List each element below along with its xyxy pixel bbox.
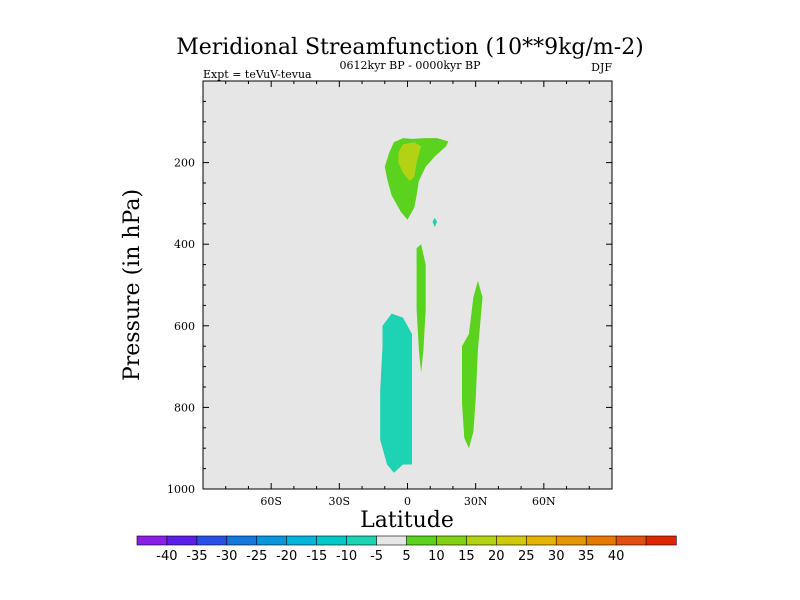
colorbar-label: -25 — [246, 549, 267, 564]
colorbar-label: -40 — [156, 549, 177, 564]
colorbar-label: 15 — [458, 549, 475, 564]
colorbar-swatch — [316, 535, 348, 546]
axis-ticks: 60S 30S 0 30N 60N 200 400 600 800 1000 — [167, 81, 612, 508]
colorbar-swatch — [376, 535, 408, 546]
colorbar-swatch — [406, 535, 438, 546]
x-axis-label: Latitude — [360, 508, 454, 533]
y-tick-label: 800 — [174, 401, 195, 414]
colorbar-label: 10 — [428, 549, 445, 564]
colorbar-swatch — [525, 535, 557, 546]
colorbar-label: 5 — [402, 549, 410, 564]
colorbar-label: 35 — [578, 549, 595, 564]
colorbar-swatch — [615, 535, 647, 546]
colorbar: -40 -35 -30 -25 -20 -15 -10 -5 5 10 15 20 25 30 35 40 — [136, 535, 677, 564]
colorbar-swatch — [645, 535, 677, 546]
contour-region-small-negative-cell — [432, 217, 437, 228]
contour-regions — [380, 138, 483, 473]
x-tick-label: 30N — [464, 495, 488, 508]
colorbar-swatch — [256, 535, 288, 546]
colorbar-swatch — [466, 535, 497, 546]
colorbar-swatch — [196, 535, 228, 546]
subtitle-right: DJF — [591, 61, 612, 74]
colorbar-swatch — [286, 535, 318, 546]
colorbar-label: -15 — [306, 549, 327, 564]
colorbar-swatch — [226, 535, 258, 546]
colorbar-swatch — [585, 535, 617, 546]
colorbar-label: 40 — [608, 549, 625, 564]
colorbar-swatch — [436, 535, 467, 546]
chart-title: Meridional Streamfunction (10**9kg/m-2) — [176, 35, 644, 60]
colorbar-label: -35 — [186, 549, 207, 564]
colorbar-label: -30 — [216, 549, 237, 564]
colorbar-swatch — [136, 535, 168, 546]
colorbar-label: -20 — [276, 549, 297, 564]
colorbar-swatch — [555, 535, 587, 546]
y-tick-label: 600 — [174, 320, 195, 333]
contour-region-equatorial-positive-strip — [416, 244, 426, 373]
x-tick-label: 60S — [260, 495, 282, 508]
colorbar-label: -5 — [370, 549, 383, 564]
contour-region-northern-positive-cell — [462, 280, 483, 449]
x-tick-label: 30S — [329, 495, 351, 508]
contour-region-southern-negative-cell — [380, 313, 412, 473]
colorbar-swatch — [346, 535, 378, 546]
subtitle-left: Expt = teVuV-tevua — [203, 68, 312, 81]
y-tick-label: 200 — [174, 157, 195, 170]
colorbar-label: -10 — [336, 549, 357, 564]
x-tick-label: 0 — [404, 495, 411, 508]
x-tick-label: 60N — [532, 495, 556, 508]
colorbar-swatch — [166, 535, 198, 546]
colorbar-label: 25 — [518, 549, 535, 564]
colorbar-label: 20 — [488, 549, 505, 564]
subtitle-center: 0612kyr BP - 0000kyr BP — [340, 59, 482, 72]
y-tick-label: 1000 — [167, 483, 195, 496]
colorbar-label: 30 — [548, 549, 565, 564]
colorbar-swatch — [496, 535, 527, 546]
y-tick-label: 400 — [174, 238, 195, 251]
contour-region-upper-tropospheric-core — [398, 142, 422, 181]
y-axis-label: Pressure (in hPa) — [120, 189, 145, 381]
